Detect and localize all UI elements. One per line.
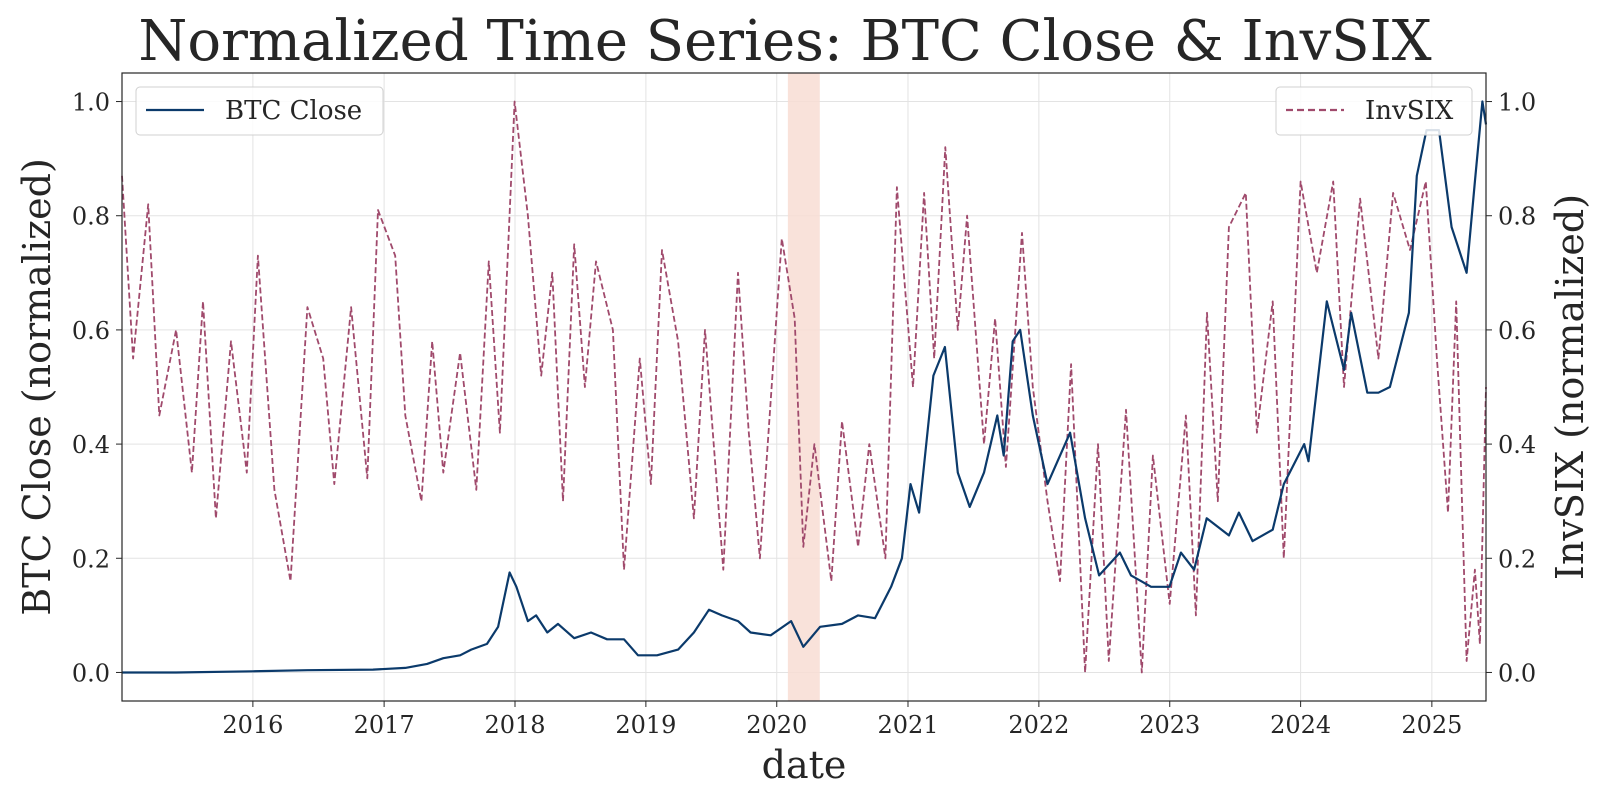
y-right-tick-label: 0.4 [1498,431,1536,459]
shaded-region-band [787,73,820,701]
y-axis-left-label: BTC Close (normalized) [15,158,59,616]
y-left-tick-label: 0.6 [72,317,110,345]
x-tick-label: 2017 [354,711,415,739]
y-right-tick-label: 1.0 [1498,89,1536,117]
x-tick-label: 2024 [1270,711,1331,739]
x-tick-label: 2021 [877,711,938,739]
legend-btc-label: BTC Close [225,96,362,126]
x-tick-label: 2022 [1008,711,1069,739]
y-axis-right-label: InvSIX (normalized) [1548,194,1592,580]
legend-right-box [1275,86,1473,136]
x-tick-label: 2020 [746,711,807,739]
legend-invsix-label: InvSIX [1365,96,1454,126]
x-tick-label: 2018 [484,711,545,739]
series-line-btc-close [122,100,1488,674]
y-left-tick-label: 1.0 [72,89,110,117]
y-right-tick-label: 0.6 [1498,317,1536,345]
x-axis-label: date [762,743,847,787]
y-left-tick-label: 0.0 [72,659,110,687]
x-axis: 2016 2017 2018 2019 2020 2021 2022 2023 2024 2025 [222,701,1462,739]
legend-right: InvSIX [1275,86,1473,136]
chart-title: Normalized Time Series: BTC Close & InvS… [138,9,1431,74]
legend-left-box [135,86,384,136]
series-layer [121,100,1488,674]
legend-left: BTC Close [135,86,384,136]
y-axis-right: 0.0 0.2 0.4 0.6 0.8 1.0 [1486,89,1536,687]
y-left-tick-label: 0.4 [72,431,110,459]
y-left-tick-label: 0.8 [72,203,110,231]
y-axis-left: 0.0 0.2 0.4 0.6 0.8 1.0 [72,89,122,687]
y-right-tick-label: 0.8 [1498,203,1536,231]
x-tick-label: 2023 [1139,711,1200,739]
y-right-tick-label: 0.0 [1498,659,1536,687]
x-tick-label: 2019 [615,711,676,739]
plot-frame [121,72,1487,702]
y-right-tick-label: 0.2 [1498,545,1536,573]
x-tick-label: 2016 [222,711,283,739]
x-tick-label: 2025 [1401,711,1462,739]
y-left-tick-label: 0.2 [72,545,110,573]
shaded-region [787,73,820,701]
series-line-invsix [121,100,1487,674]
